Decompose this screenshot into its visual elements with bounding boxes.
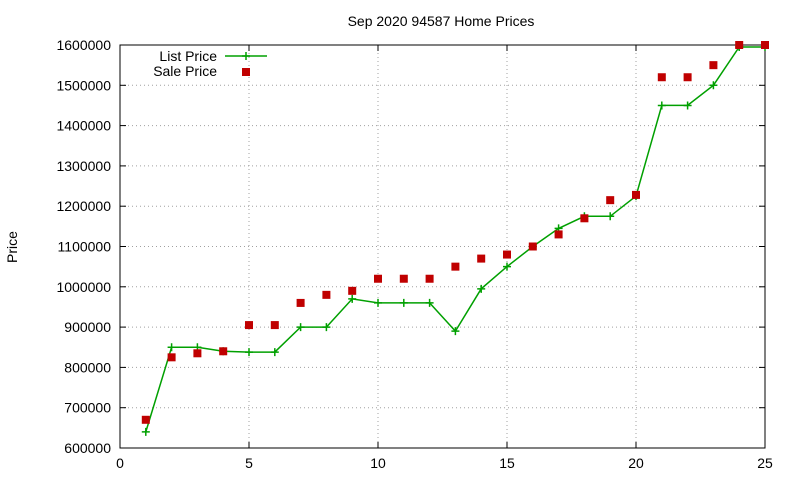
y-tick-label: 600000	[64, 440, 111, 456]
sale-price-point	[683, 73, 692, 82]
sale-price-point	[657, 73, 666, 82]
list-price-point	[399, 298, 408, 307]
sale-price-point	[709, 61, 718, 70]
y-axis-title: Price	[4, 231, 20, 263]
sale-price-point	[193, 349, 202, 358]
sale-price-point	[399, 274, 408, 283]
sale-price-point	[322, 290, 331, 299]
sale-price-point	[374, 274, 382, 283]
sale-price-point	[606, 196, 615, 205]
sale-price-point	[167, 353, 176, 362]
list-price-point	[296, 323, 305, 332]
sale-price-point	[451, 262, 460, 271]
x-tick-label: 5	[245, 455, 253, 471]
legend: List Price Sale Price	[153, 48, 267, 79]
x-tick-label: 0	[116, 455, 124, 471]
list-price-point	[167, 343, 176, 352]
sale-price-point	[245, 321, 253, 330]
legend-label-sale-price: Sale Price	[153, 63, 217, 79]
list-price-point	[477, 284, 486, 293]
list-price-point	[503, 262, 511, 271]
y-tick-label: 1400000	[56, 118, 111, 134]
sale-price-point	[580, 214, 589, 223]
list-price-point	[322, 323, 331, 332]
list-price-point	[425, 298, 434, 307]
list-price-point	[348, 294, 357, 303]
x-tick-label: 20	[628, 455, 644, 471]
y-tick-label: 1000000	[56, 279, 111, 295]
sale-price-point	[348, 286, 357, 295]
list-price-point	[141, 427, 150, 436]
sale-price-point	[761, 41, 769, 49]
y-tick-label: 700000	[64, 400, 111, 416]
list-price-point	[657, 101, 666, 110]
sale-price-point	[270, 321, 279, 330]
legend-plus-marker	[242, 52, 250, 60]
list-price-point	[709, 81, 718, 90]
list-price-line	[145, 46, 765, 433]
sale-price-point	[477, 254, 486, 263]
sale-price-point	[528, 242, 537, 251]
list-price-point	[270, 348, 279, 357]
sale-price-point	[503, 250, 511, 259]
sale-price-point	[296, 298, 305, 307]
sale-price-point	[632, 190, 640, 199]
sale-price-point	[219, 347, 228, 356]
x-tick-label: 15	[499, 455, 515, 471]
x-tick-labels: 0 5 10 15 20 25	[116, 455, 773, 471]
plot-frame	[119, 44, 766, 449]
legend-marker-sale-price	[242, 68, 250, 76]
list-price-point	[245, 348, 253, 357]
y-tick-label: 1100000	[58, 239, 112, 255]
list-price-point	[606, 212, 615, 221]
y-tick-label: 1300000	[56, 158, 111, 174]
y-tick-label: 800000	[64, 359, 111, 375]
y-tick-labels: 600000 700000 800000 900000 1000000 1100000 12…	[56, 37, 111, 456]
list-price-point	[451, 327, 460, 336]
x-tick-label: 25	[757, 455, 773, 471]
chart-title: Sep 2020 94587 Home Prices	[348, 13, 535, 29]
sale-price-point	[735, 41, 744, 49]
series	[141, 41, 769, 436]
x-tick-label: 10	[370, 455, 386, 471]
sale-price-point	[554, 230, 563, 239]
list-price-point	[683, 101, 692, 110]
sale-price-point	[141, 415, 150, 424]
list-price-point	[374, 298, 382, 307]
y-tick-label: 900000	[64, 319, 111, 335]
y-tick-label: 1600000	[56, 37, 111, 53]
legend-label-list-price: List Price	[159, 48, 217, 64]
y-tick-label: 1200000	[56, 198, 111, 214]
y-tick-label: 1500000	[56, 77, 111, 93]
sale-price-point	[425, 274, 434, 283]
